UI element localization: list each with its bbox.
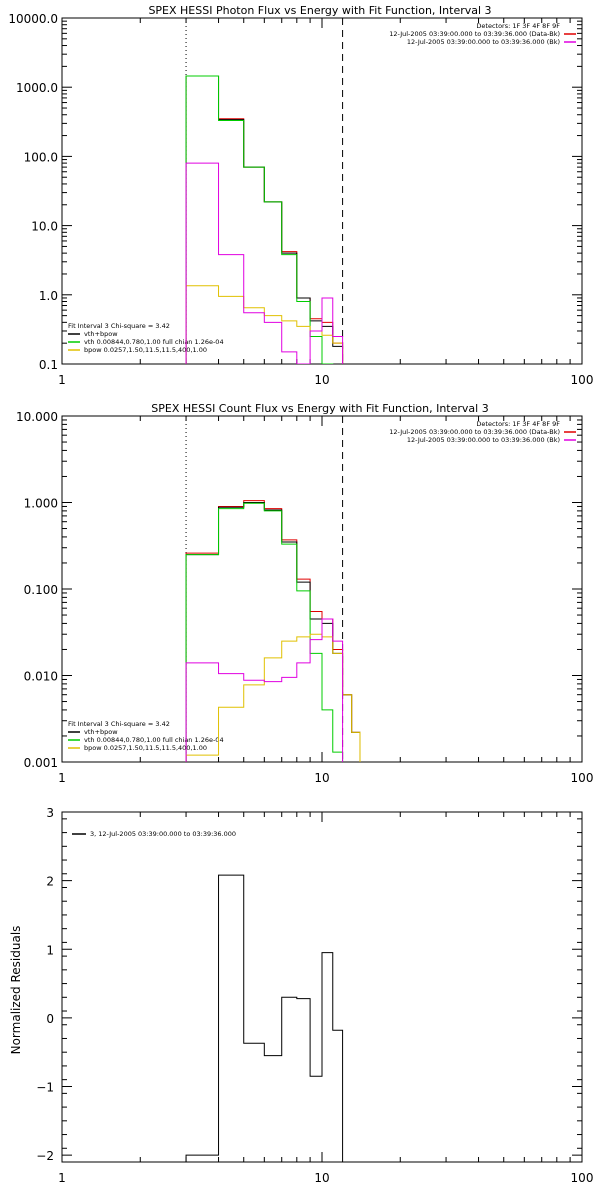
y-tick-label: 0.100 <box>24 583 58 597</box>
legend-bottom-entry: vth 0.00844,0.780,1.00 full chian 1.26e-… <box>84 736 224 744</box>
photon-flux-legend-bottom: Fit Interval 3 Chi-square = 3.42vth+bpow… <box>68 322 224 354</box>
legend-bottom-title: Fit Interval 3 Chi-square = 3.42 <box>68 720 170 728</box>
residuals-panel: Normalized Residuals 3, 12-Jul-2005 03:3… <box>9 806 593 1185</box>
residuals-legend: 3, 12-Jul-2005 03:39:00.000 to 03:39:36.… <box>72 830 236 838</box>
series-line-3 <box>185 633 361 762</box>
y-tick-label: 0 <box>46 1012 54 1026</box>
legend-entry: 3, 12-Jul-2005 03:39:00.000 to 03:39:36.… <box>90 830 236 838</box>
y-tick-label: −2 <box>36 1149 54 1163</box>
legend-top-entry: Detectors: 1F 3F 4F 8F 9F <box>476 22 560 30</box>
y-tick-label: 1.0 <box>39 289 58 303</box>
legend-bottom-entry: bpow 0.0257,1.50,11.5,11.5,400,1.00 <box>84 744 207 752</box>
legend-top-entry: 12-Jul-2005 03:39:00.000 to 03:39:36.000… <box>407 436 560 444</box>
legend-bottom-title: Fit Interval 3 Chi-square = 3.42 <box>68 322 170 330</box>
y-tick-label: 1.000 <box>24 497 58 511</box>
legend-bottom-entry: vth 0.00844,0.780,1.00 full chian 1.26e-… <box>84 338 224 346</box>
x-tick-label: 10 <box>314 373 329 387</box>
y-tick-label: 3 <box>46 806 54 820</box>
series-group <box>185 75 344 364</box>
series-line-2 <box>185 75 334 364</box>
photon-flux-panel: SPEX HESSI Photon Flux vs Energy with Fi… <box>8 4 593 387</box>
y-tick-label: 10.000 <box>16 410 58 424</box>
y-tick-label: 2 <box>46 875 54 889</box>
y-tick-label: 0.1 <box>39 358 58 372</box>
series-line-1 <box>185 75 344 364</box>
series-line-0 <box>185 874 344 1162</box>
series-group <box>185 874 344 1162</box>
residuals-y-label: Normalized Residuals <box>9 926 23 1055</box>
y-tick-label: 10.0 <box>31 220 58 234</box>
legend-bottom-entry: bpow 0.0257,1.50,11.5,11.5,400,1.00 <box>84 346 207 354</box>
y-tick-label: −1 <box>36 1081 54 1095</box>
legend-top-entry: 12-Jul-2005 03:39:00.000 to 03:39:36.000… <box>389 30 560 38</box>
series-line-4 <box>185 162 344 364</box>
y-tick-label: 100.0 <box>24 150 58 164</box>
x-tick-label: 1 <box>58 1171 66 1185</box>
x-tick-label: 10 <box>314 1171 329 1185</box>
y-tick-label: 0.001 <box>24 756 58 770</box>
legend-bottom-entry: vth+bpow <box>84 728 118 736</box>
x-tick-label: 10 <box>314 771 329 785</box>
x-tick-label: 1 <box>58 373 66 387</box>
series-line-0 <box>185 75 344 364</box>
y-tick-label: 1 <box>46 943 54 957</box>
legend-top-entry: 12-Jul-2005 03:39:00.000 to 03:39:36.000… <box>389 428 560 436</box>
legend-top-entry: 12-Jul-2005 03:39:00.000 to 03:39:36.000… <box>407 38 560 46</box>
photon-flux-title: SPEX HESSI Photon Flux vs Energy with Fi… <box>148 4 491 17</box>
count-flux-panel: SPEX HESSI Count Flux vs Energy with Fit… <box>16 402 593 785</box>
series-line-3 <box>185 285 344 364</box>
y-tick-label: 10000.0 <box>8 12 58 26</box>
y-tick-label: 1000.0 <box>16 81 58 95</box>
x-tick-label: 100 <box>571 1171 594 1185</box>
legend-top-entry: Detectors: 1F 3F 4F 8F 9F <box>476 420 560 428</box>
count-flux-title: SPEX HESSI Count Flux vs Energy with Fit… <box>151 402 488 415</box>
series-group <box>185 500 361 762</box>
legend-bottom-entry: vth+bpow <box>84 330 118 338</box>
series-line-2 <box>185 502 344 762</box>
y-tick-label: 0.010 <box>24 670 58 684</box>
x-tick-label: 100 <box>571 373 594 387</box>
count-flux-legend-bottom: Fit Interval 3 Chi-square = 3.42vth+bpow… <box>68 720 224 752</box>
x-tick-label: 1 <box>58 771 66 785</box>
x-tick-label: 100 <box>571 771 594 785</box>
series-line-4 <box>185 618 344 762</box>
